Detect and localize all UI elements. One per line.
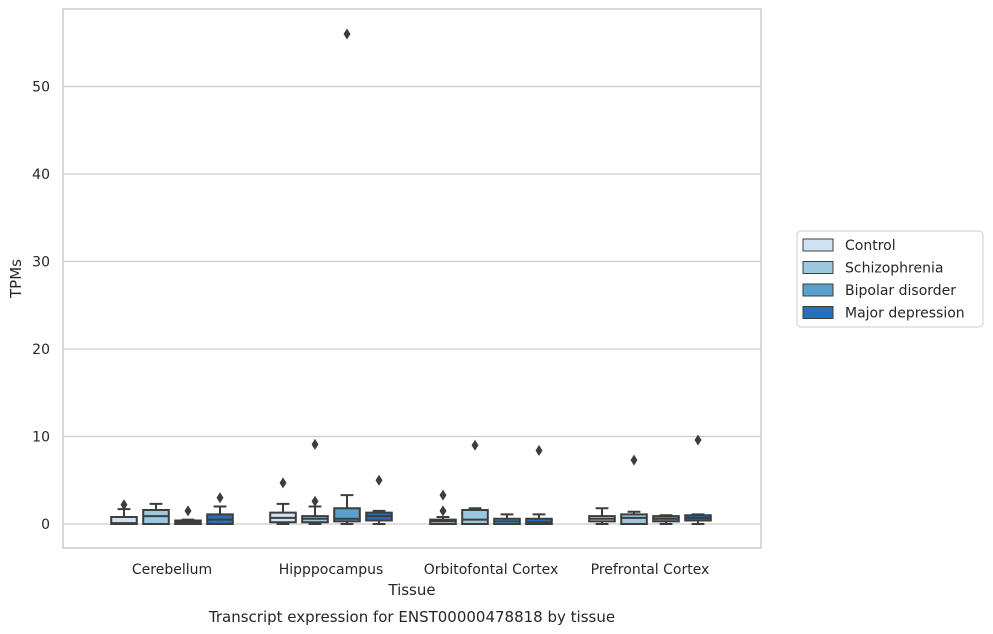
box-body	[461, 509, 489, 525]
box-mark	[142, 502, 170, 525]
grid-lines	[63, 85, 761, 525]
x-tick-label: Cerebellum	[132, 562, 212, 578]
x-tick-label: Prefrontal Cortex	[591, 562, 710, 578]
box-mark	[365, 474, 393, 525]
y-tick-label: 0	[41, 517, 50, 533]
y-axis-label: TPMs	[7, 259, 25, 299]
y-tick-label: 50	[32, 80, 50, 96]
y-tick-label: 20	[32, 342, 50, 358]
legend-label: Bipolar disorder	[845, 283, 956, 299]
box-mark	[269, 477, 297, 525]
y-tick-label: 40	[32, 167, 50, 183]
legend-label: Major depression	[845, 306, 965, 322]
y-tick-label: 30	[32, 255, 50, 271]
outlier-point	[279, 477, 287, 489]
box-mark	[493, 513, 521, 525]
series-bipolar-disorder	[174, 28, 680, 525]
series-major-depression	[206, 434, 712, 525]
box-mark	[333, 28, 361, 525]
legend: Control Schizophrenia Bipolar disorder Majo…	[796, 230, 984, 328]
legend-swatch	[802, 283, 834, 297]
box-mark	[429, 489, 457, 525]
series-control	[110, 477, 616, 525]
outlier-point	[694, 434, 702, 446]
outlier-point	[216, 492, 224, 504]
box-mark	[110, 499, 138, 525]
box-mark	[652, 514, 680, 525]
outlier-point	[311, 495, 319, 507]
box-mark	[525, 445, 553, 525]
outlier-point	[535, 445, 543, 456]
outlier-point	[120, 499, 128, 511]
x-tick-labels: Cerebellum Hipppocampus Orbitofontal Corte…	[132, 562, 709, 578]
outlier-point	[311, 438, 319, 450]
box-mark	[206, 492, 234, 525]
box-plot-series	[110, 28, 712, 525]
outlier-point	[375, 474, 383, 486]
box-mark	[620, 454, 648, 525]
x-tick-label: Orbitofontal Cortex	[424, 562, 559, 578]
box-mark	[588, 507, 616, 525]
legend-swatch	[802, 261, 834, 274]
outlier-point	[439, 505, 447, 517]
box-mark	[684, 434, 712, 525]
outlier-point	[630, 454, 638, 466]
outlier-point	[184, 505, 192, 517]
x-axis-label: Tissue	[387, 581, 435, 599]
outlier-point	[439, 489, 447, 501]
outlier-point	[471, 439, 479, 451]
legend-swatch	[802, 306, 834, 319]
plot-area-frame	[62, 8, 762, 549]
outlier-point	[343, 28, 351, 40]
legend-swatch	[802, 238, 834, 252]
box-body	[620, 513, 648, 525]
box-mark	[461, 439, 489, 525]
y-tick-label: 10	[32, 430, 50, 446]
box-mark	[174, 505, 202, 525]
chart-title: Transcript expression for ENST0000047881…	[208, 608, 615, 626]
series-schizophrenia	[142, 438, 648, 525]
box-mark	[301, 438, 329, 525]
legend-label: Schizophrenia	[845, 261, 943, 277]
y-tick-labels: 0 10 20 30 40 50	[32, 80, 50, 534]
legend-frame	[796, 230, 984, 328]
x-tick-label: Hipppocampus	[279, 562, 384, 578]
legend-label: Control	[845, 238, 896, 254]
